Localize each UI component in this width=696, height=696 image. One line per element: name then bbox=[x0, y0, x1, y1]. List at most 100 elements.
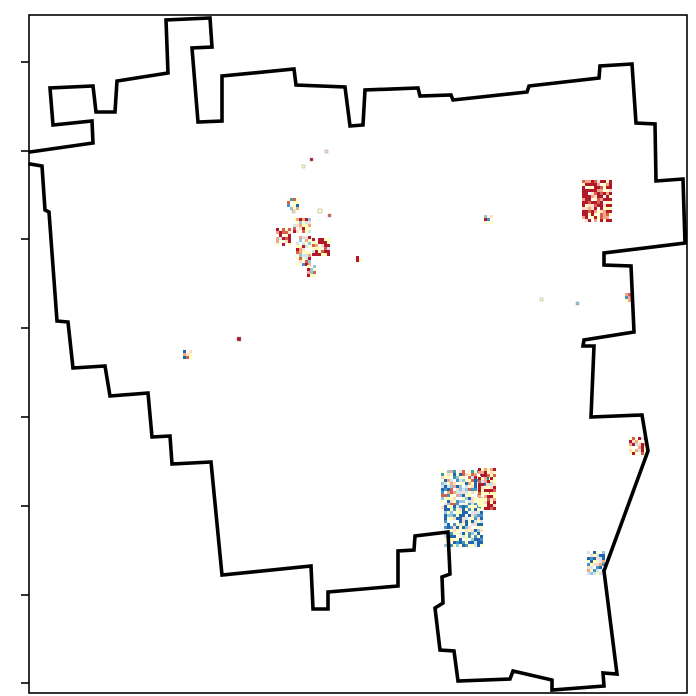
raster-cell bbox=[590, 572, 593, 575]
raster-cell bbox=[609, 207, 612, 210]
raster-speck bbox=[291, 209, 296, 214]
raster-cell bbox=[293, 230, 296, 233]
raster-cell bbox=[305, 221, 308, 224]
raster-cell bbox=[593, 554, 596, 557]
raster-cell bbox=[444, 488, 447, 491]
raster-cell bbox=[456, 514, 459, 517]
raster-cell bbox=[276, 243, 279, 246]
raster-cell bbox=[493, 489, 496, 492]
raster-cell bbox=[462, 523, 465, 526]
raster-cell bbox=[305, 260, 308, 263]
raster-cell bbox=[444, 503, 447, 506]
raster-cell bbox=[603, 186, 606, 189]
raster-cell bbox=[625, 296, 628, 299]
raster-cell bbox=[308, 221, 311, 224]
raster-cell bbox=[471, 541, 474, 544]
raster-cell bbox=[480, 523, 483, 526]
raster-cell bbox=[302, 242, 305, 245]
raster-cell bbox=[493, 471, 496, 474]
raster-cell bbox=[299, 257, 302, 260]
raster-cell bbox=[465, 479, 468, 482]
raster-cell bbox=[305, 227, 308, 230]
raster-cell bbox=[447, 500, 450, 503]
raster-cell bbox=[468, 529, 471, 532]
raster-cell bbox=[493, 477, 496, 480]
raster-cell bbox=[313, 274, 316, 277]
raster-cell bbox=[296, 198, 299, 201]
raster-cell bbox=[307, 265, 310, 268]
raster-cell bbox=[594, 192, 597, 195]
raster-cell bbox=[315, 253, 318, 256]
raster-cell bbox=[299, 218, 302, 221]
raster-cell bbox=[308, 245, 311, 248]
raster-cell bbox=[594, 198, 597, 201]
raster-cell bbox=[456, 541, 459, 544]
raster-cell bbox=[471, 535, 474, 538]
raster-speck bbox=[301, 164, 306, 169]
raster-cell bbox=[450, 505, 453, 508]
raster-cell bbox=[597, 210, 600, 213]
raster-cell bbox=[606, 183, 609, 186]
raster-cell bbox=[189, 356, 192, 359]
raster-cell bbox=[599, 572, 602, 575]
raster-cell bbox=[447, 476, 450, 479]
raster-cell bbox=[483, 482, 486, 485]
raster-cell bbox=[477, 511, 480, 514]
raster-cell bbox=[474, 497, 477, 500]
raster-cell bbox=[324, 253, 327, 256]
raster-cell bbox=[602, 554, 605, 557]
raster-cell bbox=[465, 511, 468, 514]
raster-cell bbox=[321, 250, 324, 253]
raster-cell bbox=[490, 504, 493, 507]
raster-cell bbox=[327, 247, 330, 250]
raster-cell bbox=[315, 250, 318, 253]
raster-cell bbox=[609, 198, 612, 201]
raster-cell bbox=[474, 491, 477, 494]
raster-cell bbox=[478, 480, 481, 483]
raster-cell bbox=[459, 535, 462, 538]
raster-cell bbox=[596, 563, 599, 566]
raster-cell bbox=[453, 500, 456, 503]
raster-cell bbox=[465, 541, 468, 544]
raster-cell bbox=[356, 256, 359, 259]
raster-cell bbox=[594, 204, 597, 207]
raster-cell bbox=[444, 494, 447, 497]
raster-cell bbox=[585, 204, 588, 207]
raster-cell bbox=[308, 257, 311, 260]
raster-cell bbox=[293, 204, 296, 207]
raster-cell bbox=[450, 532, 453, 535]
raster-cell bbox=[468, 503, 471, 506]
raster-cell bbox=[327, 253, 330, 256]
raster-cell bbox=[590, 554, 593, 557]
raster-cell bbox=[465, 482, 468, 485]
raster-cell bbox=[287, 198, 290, 201]
raster-cell bbox=[459, 511, 462, 514]
raster-cell bbox=[582, 198, 585, 201]
raster-cell bbox=[444, 476, 447, 479]
raster-cell bbox=[315, 244, 318, 247]
raster-cell bbox=[468, 508, 471, 511]
raster-cell bbox=[282, 231, 285, 234]
raster-cell bbox=[474, 508, 477, 511]
raster-cell bbox=[305, 242, 308, 245]
raster-cell bbox=[465, 529, 468, 532]
raster-cell bbox=[444, 538, 447, 541]
raster-cell bbox=[310, 274, 313, 277]
raster-cell bbox=[625, 293, 628, 296]
raster-cell bbox=[594, 213, 597, 216]
raster-cell bbox=[632, 440, 635, 443]
raster-cell bbox=[282, 228, 285, 231]
raster-cell bbox=[487, 501, 490, 504]
raster-cell bbox=[487, 480, 490, 483]
raster-cell bbox=[450, 491, 453, 494]
raster-cell bbox=[486, 491, 489, 494]
raster-cell bbox=[462, 544, 465, 547]
raster-cell bbox=[596, 557, 599, 560]
raster-cell bbox=[585, 183, 588, 186]
raster-cell bbox=[462, 473, 465, 476]
raster-patch bbox=[478, 468, 496, 510]
raster-cell bbox=[465, 485, 468, 488]
raster-cell bbox=[299, 245, 302, 248]
raster-cell bbox=[296, 245, 299, 248]
raster-cell bbox=[324, 244, 327, 247]
